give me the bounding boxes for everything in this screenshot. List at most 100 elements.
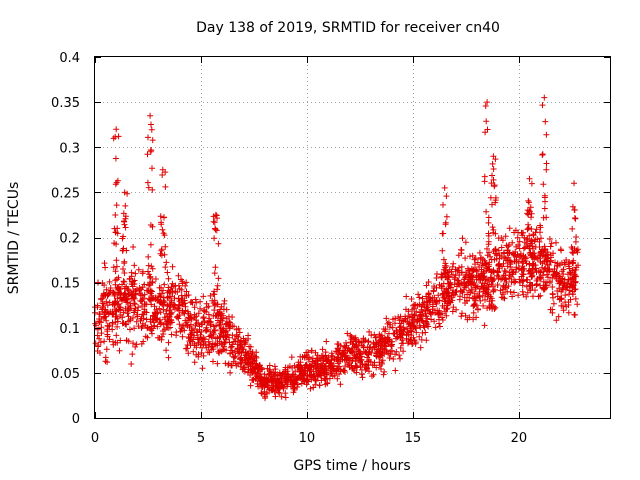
data-point [113,241,120,248]
x-tick-labels: 0 5 10 15 20 [91,431,527,446]
data-point [566,259,573,265]
data-point [113,332,120,339]
x-tick-label: 15 [405,431,422,446]
data-point [183,319,190,326]
data-point [226,334,232,341]
data-point [202,342,209,349]
data-point [380,371,387,378]
data-point [325,354,332,361]
data-point [549,284,556,290]
data-point [442,267,449,274]
data-point [128,361,135,367]
data-point [373,364,380,371]
data-point [383,347,390,354]
data-point [488,180,495,187]
data-point [459,235,466,242]
data-point [382,343,389,350]
data-point [257,377,264,384]
data-point [486,259,493,266]
data-point [536,244,543,250]
data-point [388,343,395,350]
data-point [172,302,179,309]
data-point [530,293,536,300]
data-point [569,249,576,256]
data-point [147,112,154,119]
data-point [570,282,577,289]
data-point [162,183,169,190]
data-point [543,279,549,286]
data-point [443,306,450,313]
data-point [207,328,214,335]
data-point [220,325,227,332]
data-point [478,266,485,273]
data-point [492,199,499,206]
data-point [405,338,412,345]
data-point [540,268,547,275]
data-point [510,268,517,275]
data-point [145,253,152,260]
data-point [453,306,460,313]
data-point [214,286,221,293]
data-point [450,271,456,278]
data-point [116,347,123,354]
data-point [115,306,122,313]
data-point [485,214,492,221]
data-point [314,352,321,359]
data-point [165,354,172,361]
data-point [485,230,492,237]
data-point [559,268,565,275]
data-point [229,341,236,348]
data-point [513,256,520,263]
data-point [198,328,205,335]
data-point [443,312,450,319]
data-point [291,385,298,392]
data-point [159,166,166,173]
data-point [157,309,164,316]
data-point [210,358,216,365]
data-point [562,292,569,299]
data-point [149,165,155,172]
data-point [104,302,111,309]
data-point [341,367,348,374]
data-point [122,321,129,328]
data-point [528,210,535,217]
data-point [482,103,489,109]
data-point [537,282,544,289]
data-point [278,376,285,382]
data-point [320,355,327,362]
data-point [541,94,548,101]
x-tick-label: 20 [511,431,528,446]
data-point [123,283,130,290]
data-point [249,349,256,355]
data-point [242,337,249,344]
data-point [574,301,581,308]
data-point [352,358,359,365]
data-point [239,357,246,364]
data-point [378,366,384,372]
data-point [370,339,377,346]
data-point [543,160,550,167]
data-point [311,359,318,366]
data-point [195,353,202,360]
data-point [111,301,118,308]
data-point [425,279,432,285]
data-point [387,321,394,328]
data-point [205,311,212,318]
data-point [572,215,579,222]
data-point [482,296,488,303]
data-point [384,320,391,327]
data-point [314,360,321,367]
data-point [439,247,446,254]
data-point [552,259,558,266]
data-point [541,205,548,212]
data-point [186,324,193,331]
data-point [144,325,151,332]
data-point [160,321,167,328]
data-point [137,317,144,324]
data-point [133,318,140,325]
data-point [232,353,239,360]
data-point [131,262,138,269]
data-point [110,264,117,271]
data-point [214,360,221,367]
data-point [334,375,341,382]
